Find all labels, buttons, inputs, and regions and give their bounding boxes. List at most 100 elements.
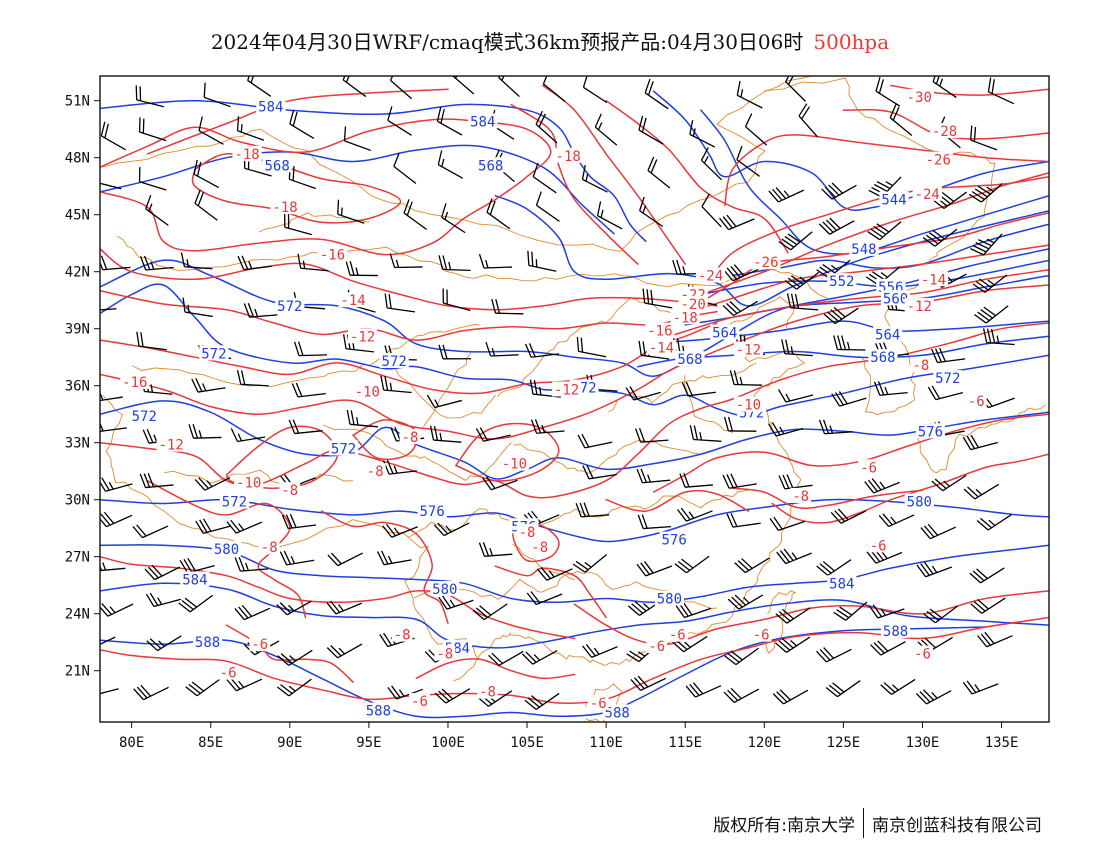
wind-barb-staff [445, 688, 471, 704]
wind-barb-staff [638, 129, 664, 145]
wind-barb-feather [941, 191, 955, 202]
wind-barb-staff [139, 181, 167, 191]
wind-barb [491, 298, 524, 315]
wind-barb [337, 199, 365, 224]
wind-barb-feather [772, 188, 783, 201]
wind-barb-feather [782, 474, 790, 489]
wind-barb [442, 288, 471, 312]
plot-frame [99, 75, 1050, 723]
wind-barb-staff [684, 607, 712, 619]
wind-barb-feather [977, 635, 988, 648]
wind-barb-feather [139, 256, 147, 271]
boundary-line [512, 544, 575, 580]
wind-barb-feather [140, 684, 152, 697]
wind-barb [689, 119, 716, 148]
wind-barb-feather [485, 476, 496, 489]
wind-barb-feather [291, 383, 299, 398]
wind-barb-feather [100, 517, 107, 528]
temperature-contour-label-bg [965, 392, 987, 408]
temperature-contour [146, 88, 449, 155]
wind-barb-feather [931, 565, 938, 573]
wind-barb-feather [84, 636, 94, 647]
wind-barb-feather [290, 556, 296, 564]
wind-barb-feather [276, 604, 288, 616]
wind-barb-feather [982, 328, 988, 343]
height-contour-label: 572 [222, 495, 247, 511]
wind-barb-feather [247, 302, 255, 318]
wind-barb-feather [581, 433, 590, 448]
temperature-contour-label-bg [232, 145, 262, 161]
wind-barb-staff [393, 165, 417, 185]
wind-barb-staff [988, 91, 1015, 105]
wind-barb-staff [442, 268, 471, 272]
wind-barb-staff [986, 635, 1013, 648]
wind-barb-feather [730, 512, 738, 527]
wind-barb-staff [153, 598, 182, 608]
wind-barb-feather [969, 572, 982, 584]
wind-barb-staff [288, 524, 317, 530]
wind-barb-feather [743, 596, 750, 604]
wind-barb-staff [728, 218, 755, 231]
wind-barb-feather [822, 419, 830, 434]
wind-barb [798, 103, 819, 138]
wind-barb-feather [821, 188, 833, 200]
wind-barb-feather [395, 259, 400, 268]
wind-barb-feather [388, 294, 392, 309]
wind-barb-feather [776, 691, 788, 703]
wind-barb [194, 189, 218, 221]
wind-barb [831, 391, 867, 407]
wind-barb-feather [972, 570, 985, 582]
y-tick-label: 45N [65, 208, 90, 224]
wind-barb-feather [350, 410, 355, 425]
wind-barb-feather [280, 684, 293, 695]
wind-barb-feather [482, 542, 490, 557]
wind-barb-feather [931, 691, 938, 699]
wind-barb [387, 106, 412, 136]
temperature-contour-label-bg [858, 459, 880, 475]
wind-barb-feather [382, 460, 390, 475]
wind-barb-feather [833, 611, 847, 621]
wind-barb-feather [289, 109, 295, 125]
wind-barb-feather [782, 608, 795, 620]
wind-barb-staff [240, 383, 269, 387]
height-contour-label: 572 [935, 371, 960, 387]
wind-barb-staff [157, 635, 182, 652]
wind-barb-feather [424, 651, 436, 663]
boundary-line [408, 489, 749, 538]
wind-barb-feather [830, 309, 843, 320]
height-contour-label-bg [879, 191, 909, 207]
wind-barb-feather [769, 517, 779, 531]
wind-barb-feather [741, 558, 753, 569]
temperature-contour [731, 487, 924, 509]
wind-barb-staff [284, 226, 312, 236]
wind-barb-feather [158, 640, 165, 647]
wind-barb-feather [877, 381, 885, 396]
wind-barb-feather [540, 567, 551, 580]
wind-barb-feather [188, 424, 195, 439]
wind-barb [84, 636, 116, 647]
wind-barb-feather [138, 117, 141, 132]
wind-barb-feather [785, 339, 790, 355]
wind-barb-staff [988, 397, 1015, 409]
x-tick-label: 95E [356, 735, 381, 751]
wind-barb-staff [888, 514, 915, 528]
wind-barb-feather [776, 551, 787, 564]
wind-barb [203, 82, 231, 108]
wind-barb-staff [486, 211, 511, 230]
wind-barb-feather [394, 426, 401, 441]
wind-barb-staff [204, 477, 231, 491]
wind-barb-feather [393, 465, 398, 474]
height-contour-label-bg [199, 345, 229, 361]
wind-barb [289, 109, 315, 139]
wind-barb-feather [931, 348, 939, 363]
wind-barb-staff [349, 423, 378, 428]
wind-barb-feather [326, 647, 339, 659]
wind-barb-staff [289, 123, 315, 139]
wind-barb-feather [838, 391, 848, 405]
wind-barb [144, 564, 181, 581]
wind-barb-feather [931, 385, 941, 399]
wind-barb-staff [873, 481, 900, 494]
temperature-contour-label: -24 [915, 187, 940, 203]
wind-barb-staff [684, 484, 713, 488]
wind-barb-feather [389, 76, 394, 81]
